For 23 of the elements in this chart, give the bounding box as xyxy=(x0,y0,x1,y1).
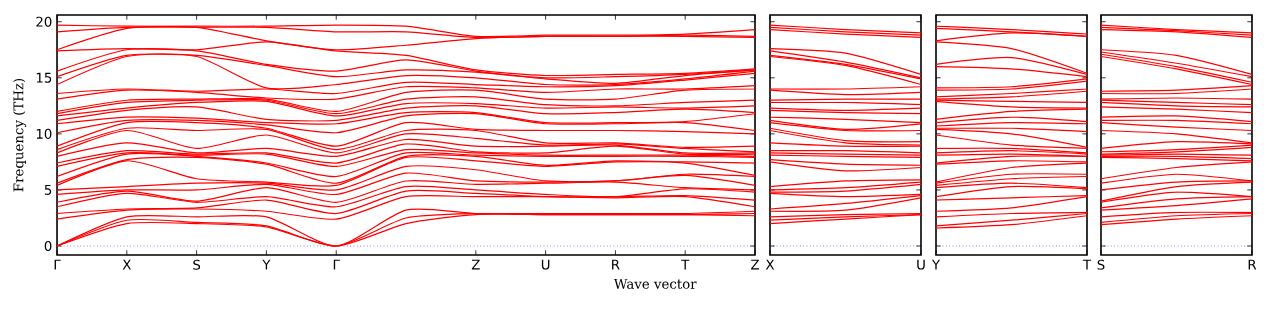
x-tick-label: T xyxy=(681,259,690,270)
x-tick-label: U xyxy=(541,259,550,270)
y-tick-label: 0 xyxy=(44,240,52,252)
x-tick-label: X xyxy=(765,259,775,270)
y-tick-label: 10 xyxy=(36,128,52,139)
x-tick-label: T xyxy=(1082,259,1092,270)
x-tick-label: Y xyxy=(931,259,941,270)
x-tick-label: R xyxy=(1248,259,1257,270)
x-tick-label: S xyxy=(1097,259,1105,270)
x-axis-title: Wave vector xyxy=(613,278,697,289)
x-tick-label: X xyxy=(122,259,131,270)
x-tick-label: Z xyxy=(751,259,759,270)
x-tick-label: Y xyxy=(262,259,271,270)
x-tick-label: U xyxy=(917,259,925,270)
x-tick-label: Γ xyxy=(333,259,340,270)
y-tick-label: 20 xyxy=(36,16,52,27)
x-tick-label: R xyxy=(612,259,620,270)
y-axis-title: Frequency (THz) xyxy=(13,78,27,192)
x-tick-label: S xyxy=(193,259,201,270)
y-tick-label: 5 xyxy=(44,184,52,195)
y-tick-label: 15 xyxy=(36,72,52,83)
x-tick-label: Γ xyxy=(54,259,61,270)
x-tick-label: Z xyxy=(471,259,480,270)
